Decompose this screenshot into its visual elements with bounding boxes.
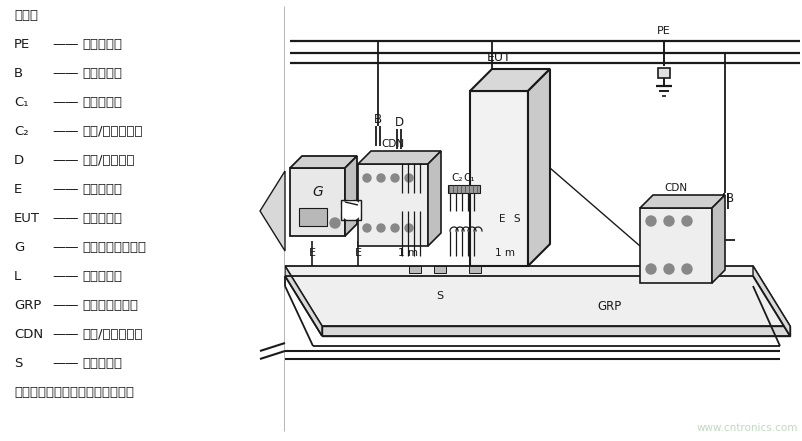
Circle shape [646,216,656,226]
Text: 1 m: 1 m [398,248,418,258]
Text: C₁: C₁ [464,173,475,183]
Polygon shape [470,91,528,266]
Bar [409,266,421,273]
Polygon shape [260,171,285,251]
Polygon shape [290,168,345,236]
Text: 说明：: 说明： [14,9,38,22]
Text: G: G [312,185,323,199]
Polygon shape [285,266,322,336]
Text: ——: —— [52,96,79,109]
Text: ——: —— [52,125,79,138]
Polygon shape [290,156,357,168]
Polygon shape [358,151,441,164]
Polygon shape [640,208,712,283]
Text: C₂: C₂ [452,173,463,183]
Text: 供电电源；: 供电电源； [82,67,122,80]
Circle shape [391,224,399,232]
Circle shape [330,218,340,228]
Text: E: E [499,214,505,224]
Text: S: S [514,214,520,224]
Text: ——: —— [52,357,79,370]
Circle shape [405,224,413,232]
Text: 通讯端口；: 通讯端口； [82,270,122,283]
Bar [299,208,327,226]
Text: ——: —— [52,38,79,51]
Text: ——: —— [52,212,79,225]
Polygon shape [470,69,550,91]
Bar [448,185,480,193]
Circle shape [646,264,656,274]
Text: ——: —— [52,328,79,341]
Circle shape [341,200,361,220]
Polygon shape [358,164,428,246]
Text: L: L [14,270,21,283]
Text: CDN: CDN [664,183,687,193]
Text: D: D [395,116,403,129]
Text: 接地连接；: 接地连接； [82,183,122,196]
Text: PE: PE [14,38,30,51]
Text: PE: PE [657,26,671,36]
Text: G: G [14,241,24,254]
Polygon shape [712,195,725,283]
Text: 保护接地；: 保护接地； [82,38,122,51]
Text: E: E [309,248,315,258]
Text: CDN: CDN [382,139,404,149]
Text: GRP: GRP [597,299,622,313]
Text: ——: —— [52,270,79,283]
Text: E: E [14,183,22,196]
Circle shape [664,264,674,274]
Text: 输人/输出端口；: 输人/输出端口； [82,125,143,138]
Text: www.cntronics.com: www.cntronics.com [697,423,798,433]
Text: 接地参考平面；: 接地参考平面； [82,299,138,312]
Polygon shape [285,266,790,326]
Bar [469,266,481,273]
Text: 1 m: 1 m [495,248,515,258]
Text: E: E [354,248,362,258]
Text: ——: —— [52,241,79,254]
Circle shape [377,224,385,232]
Text: C₁: C₁ [14,96,29,109]
Circle shape [377,174,385,182]
Text: 电源端口；: 电源端口； [82,96,122,109]
Text: 试验信号发生器；: 试验信号发生器； [82,241,146,254]
Text: CDN: CDN [14,328,43,341]
Text: 受试设备；: 受试设备； [82,212,122,225]
Text: B: B [726,193,734,206]
Text: ——: —— [52,67,79,80]
Circle shape [363,224,371,232]
Text: ——: —— [52,299,79,312]
Text: C₂: C₂ [14,125,29,138]
Text: GRP: GRP [14,299,42,312]
Circle shape [363,174,371,182]
Polygon shape [428,151,441,246]
Polygon shape [640,195,725,208]
Text: EUT: EUT [487,51,512,64]
Circle shape [405,174,413,182]
Bar [434,266,446,273]
Polygon shape [345,156,357,236]
Text: B: B [14,67,23,80]
Polygon shape [528,69,550,266]
Bar [341,200,361,220]
Text: B: B [374,113,382,126]
Text: 信号/控制源；: 信号/控制源； [82,154,135,167]
Text: 绝缘支座。: 绝缘支座。 [82,357,122,370]
Polygon shape [753,266,790,336]
Text: S: S [436,291,444,301]
Circle shape [664,216,674,226]
Circle shape [391,174,399,182]
Text: S: S [14,357,22,370]
Polygon shape [322,326,790,336]
Text: ——: —— [52,154,79,167]
Text: ——: —— [52,183,79,196]
Text: EUT: EUT [14,212,40,225]
Text: 注：接地连线应按实际尽可能短。: 注：接地连线应按实际尽可能短。 [14,386,134,399]
Text: 耦合/去耦网络；: 耦合/去耦网络； [82,328,143,341]
Text: D: D [14,154,24,167]
Circle shape [682,264,692,274]
Bar [658,68,670,78]
Circle shape [682,216,692,226]
